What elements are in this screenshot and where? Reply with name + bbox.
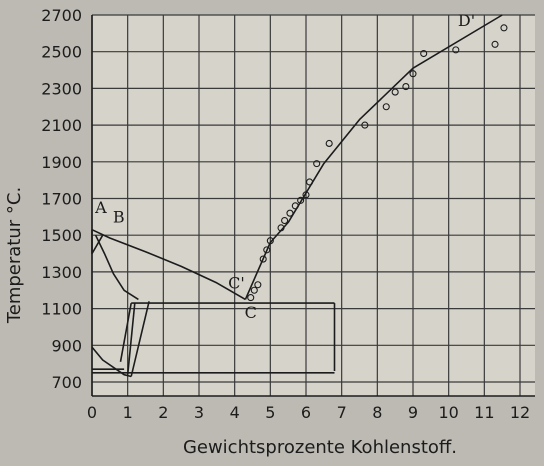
x-tick-label: 9 — [408, 403, 418, 422]
series-line-1 — [91, 228, 246, 301]
x-tick-label: 7 — [337, 403, 347, 422]
data-point — [361, 121, 369, 129]
point-label: B — [113, 207, 125, 226]
y-tick-label: 2300 — [41, 79, 82, 98]
x-tick-label: 6 — [301, 403, 311, 422]
series-line-2 — [94, 234, 139, 301]
y-tick-label: 1900 — [41, 153, 82, 172]
series-line-5 — [91, 346, 132, 378]
point-label: C — [245, 303, 257, 322]
data-point — [500, 24, 508, 32]
y-tick-label: 1100 — [41, 300, 82, 319]
plot-area — [92, 15, 535, 396]
y-tick-label: 2500 — [41, 43, 82, 62]
data-point — [409, 70, 417, 78]
data-point — [291, 202, 299, 210]
x-tick-label: 8 — [372, 403, 382, 422]
y-axis-title: Temperatur °C. — [4, 187, 25, 324]
y-tick-label: 2100 — [41, 116, 82, 135]
point-label: C' — [228, 273, 245, 292]
x-tick-label: 11 — [474, 403, 494, 422]
x-tick-label: 5 — [265, 403, 275, 422]
data-point — [254, 281, 262, 289]
x-tick-label: 0 — [87, 403, 97, 422]
data-point — [277, 224, 285, 232]
series-line-4 — [91, 229, 104, 255]
y-tick-label: 1700 — [41, 190, 82, 209]
data-point — [306, 178, 314, 186]
x-tick-label: 1 — [123, 403, 133, 422]
grid — [91, 14, 535, 397]
x-tick-label: 12 — [510, 403, 530, 422]
point-label: D' — [458, 11, 475, 30]
data-point — [402, 83, 410, 91]
x-tick-label: 4 — [230, 403, 240, 422]
data-point — [452, 46, 460, 54]
data-point — [263, 246, 271, 254]
point-labels: A B CC' D' — [94, 11, 475, 322]
data-point — [259, 255, 267, 263]
data-point — [281, 216, 289, 225]
data-point — [266, 237, 274, 245]
data-point — [382, 103, 390, 111]
series-line-8 — [130, 301, 150, 377]
data-point — [325, 139, 333, 147]
y-tick-labels: 700 900 1100 1300 1500 1700 1900 2100 2300 2500 27… — [41, 6, 82, 392]
data-point — [420, 49, 428, 58]
data-point — [297, 196, 305, 204]
x-tick-label: 3 — [194, 403, 204, 422]
data-point — [286, 209, 294, 217]
data-point — [313, 160, 321, 168]
data-point — [391, 88, 399, 96]
data-point — [250, 286, 258, 294]
series-line-7 — [126, 303, 136, 375]
y-tick-label: 700 — [51, 373, 82, 392]
series-line-6 — [119, 302, 132, 362]
x-tick-label: 10 — [438, 403, 458, 422]
y-tick-label: 1500 — [41, 226, 82, 245]
data-point — [491, 40, 499, 48]
y-tick-label: 900 — [51, 336, 82, 355]
point-label: A — [94, 198, 107, 217]
data-points — [247, 24, 508, 302]
data-point — [302, 191, 310, 199]
x-tick-label: 2 — [158, 403, 168, 422]
y-tick-label: 2700 — [41, 6, 82, 25]
x-tick-labels: 0 1 2 3 4 5 6 7 8 9 10 11 12 — [87, 403, 530, 422]
data-point — [247, 294, 255, 302]
x-axis-title: Gewichtsprozente Kohlenstoff. — [183, 437, 457, 458]
y-tick-label: 1300 — [41, 263, 82, 282]
